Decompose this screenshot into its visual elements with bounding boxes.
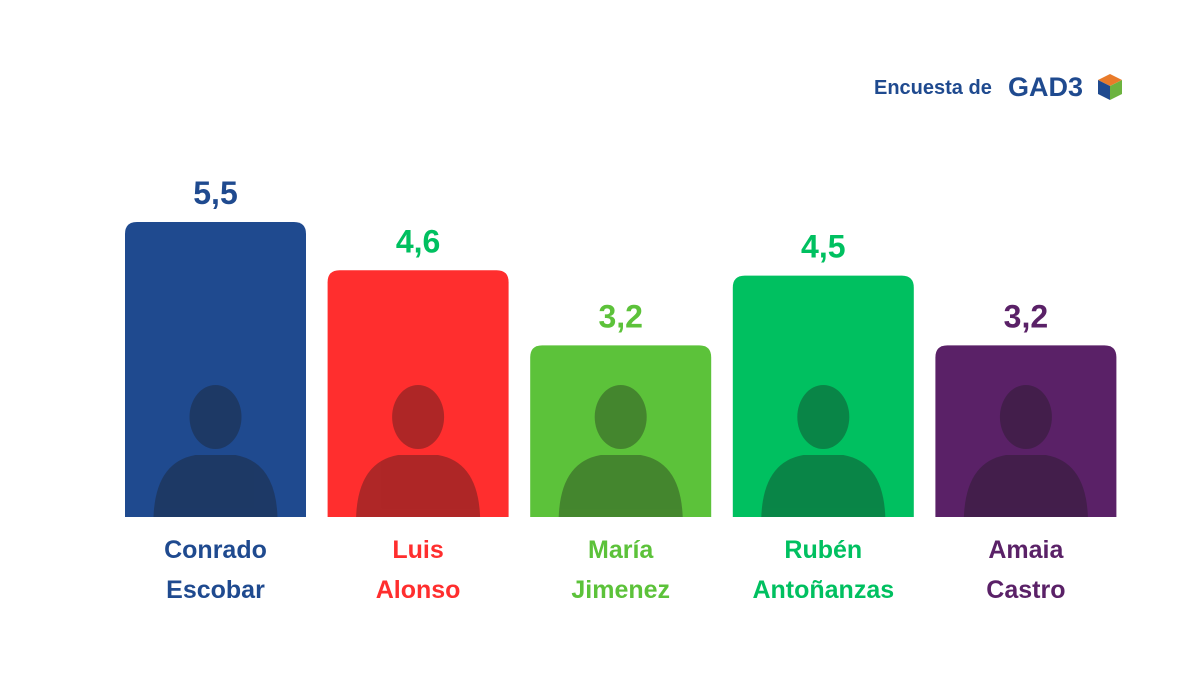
bar xyxy=(732,275,914,517)
source-brand: GAD3 xyxy=(1008,72,1083,102)
bar xyxy=(935,345,1117,517)
portrait-body xyxy=(558,455,683,517)
portrait-body xyxy=(153,455,278,517)
value-label: 5,5 xyxy=(193,175,237,211)
portrait xyxy=(558,385,683,517)
portrait-head xyxy=(392,385,445,449)
portrait-head xyxy=(999,385,1052,449)
candidate-name: Rubén Antoñanzas xyxy=(752,536,895,604)
portrait xyxy=(963,385,1088,517)
candidate-name: María Jimenez xyxy=(571,536,671,604)
value-label: 3,2 xyxy=(1004,298,1048,334)
source: Encuesta de xyxy=(874,77,992,99)
bar xyxy=(125,222,306,517)
bar xyxy=(530,345,712,517)
candidate-name: Luis Alonso xyxy=(375,536,461,604)
value-label: 4,6 xyxy=(396,223,440,259)
value-label: 4,5 xyxy=(801,229,845,265)
portrait-head xyxy=(189,385,242,449)
portrait-body xyxy=(761,455,886,517)
bar xyxy=(327,270,509,517)
portrait xyxy=(356,385,481,517)
candidate-name: Amaia Castro xyxy=(986,536,1066,604)
portrait-body xyxy=(356,455,481,517)
portrait xyxy=(761,385,886,517)
portrait-head xyxy=(594,385,647,449)
portrait-body xyxy=(963,455,1088,517)
logo-cube xyxy=(1098,74,1122,100)
portrait-head xyxy=(797,385,850,449)
candidate-name: Conrado Escobar xyxy=(164,536,267,604)
portrait xyxy=(153,385,278,517)
value-label: 3,2 xyxy=(598,298,642,334)
